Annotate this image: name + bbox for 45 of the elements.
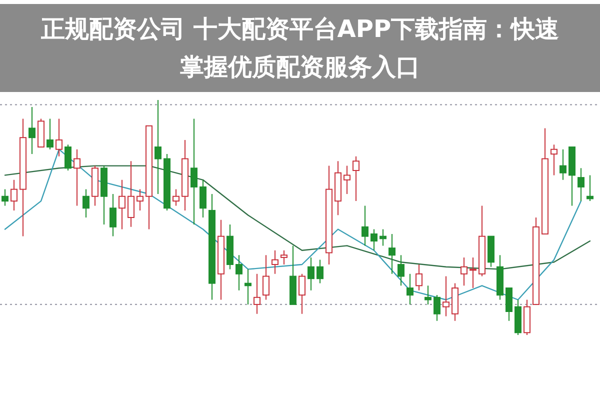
candlestick [380, 228, 386, 246]
candlestick [388, 233, 396, 274]
candlestick [236, 254, 242, 291]
candlestick [406, 273, 414, 305]
candlestick [128, 160, 134, 228]
candlestick [64, 144, 72, 171]
candlestick [578, 168, 584, 202]
candlestick [272, 250, 278, 274]
candlestick [424, 285, 432, 305]
candlestick [2, 188, 8, 206]
candlestick [298, 273, 306, 314]
candlestick [560, 148, 566, 180]
candlestick [82, 188, 90, 218]
candlestick [254, 273, 260, 314]
candlestick [460, 256, 468, 286]
candlestick [136, 188, 144, 211]
candlestick [586, 174, 594, 202]
candlestick [550, 144, 558, 176]
candlestick [154, 100, 162, 194]
candlestick [352, 156, 360, 202]
candlestick [506, 288, 512, 322]
candlestick [362, 205, 368, 246]
candlestick [190, 118, 198, 226]
candlestick [344, 165, 350, 194]
candlestick [442, 276, 450, 317]
candlestick [370, 228, 378, 251]
candlestick [262, 254, 270, 300]
candlestick [316, 259, 324, 284]
candlestick [46, 118, 54, 150]
candlestick [28, 106, 36, 155]
candlestick [172, 188, 180, 206]
candlestick [470, 256, 476, 288]
candlestick [56, 118, 62, 157]
candlestick [244, 268, 252, 305]
candlestick [416, 264, 422, 291]
chart-title: 正规配资公司 十大配资平台APP下载指南：快速掌握优质配资服务入口 [40, 14, 560, 83]
candlestick [434, 294, 440, 322]
candlestick [308, 256, 314, 291]
candlestick [280, 250, 288, 265]
candlestick [398, 254, 404, 286]
candlestick [74, 148, 80, 206]
candlestick [110, 194, 116, 237]
candlestick [10, 179, 18, 211]
candlestick [118, 179, 126, 230]
candlestick [200, 179, 206, 218]
